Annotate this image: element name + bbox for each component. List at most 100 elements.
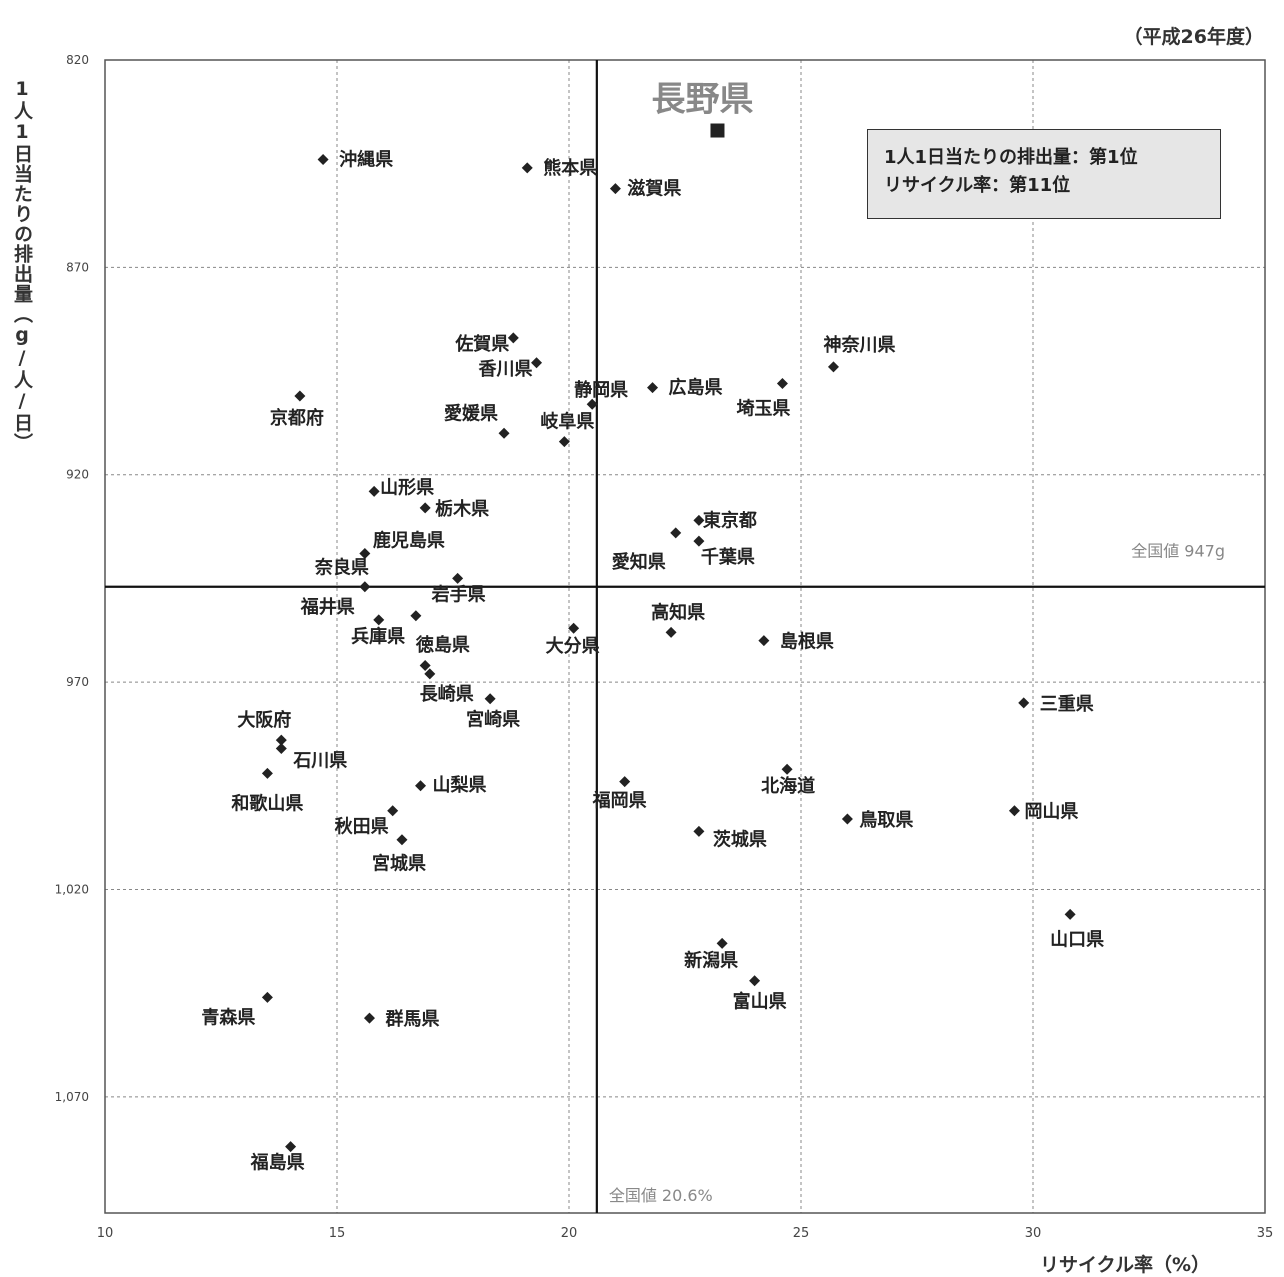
info-box-line-2: リサイクル率：第11位 xyxy=(884,175,1071,196)
point-label: 愛知県 xyxy=(612,551,666,573)
point-label: 香川県 xyxy=(478,359,533,380)
x-tick-label: 25 xyxy=(793,1226,810,1241)
reference-lines: 全国値 20.6% 全国値 947g xyxy=(105,60,1265,1213)
point-label: 青森県 xyxy=(201,1006,255,1028)
point-label: 兵庫県 xyxy=(351,626,405,648)
point-label: 宮崎県 xyxy=(466,709,520,731)
point-label: 奈良県 xyxy=(314,557,369,579)
fiscal-year-label: （平成26年度） xyxy=(1123,26,1264,48)
data-point xyxy=(716,937,728,949)
info-box: 1人1日当たりの排出量：第1位 リサイクル率：第11位 xyxy=(867,129,1221,219)
grid-lines xyxy=(105,60,1265,1213)
plot-frame xyxy=(104,59,1266,1214)
point-label: 福岡県 xyxy=(592,790,647,812)
point-label: 福島県 xyxy=(250,1152,305,1174)
point-label: 秋田県 xyxy=(335,816,389,838)
point-label: 群馬県 xyxy=(385,1008,439,1030)
x-axis-label: リサイクル率（%） xyxy=(1040,1254,1211,1276)
point-label: 東京都 xyxy=(703,509,757,531)
y-tick-label: 920 xyxy=(66,468,89,482)
point-label: 埼玉県 xyxy=(736,398,790,420)
point-label: 山口県 xyxy=(1050,929,1104,950)
data-point xyxy=(665,626,677,638)
point-label: 山梨県 xyxy=(433,774,487,796)
x-tick-label: 35 xyxy=(1257,1226,1274,1241)
point-label: 鳥取県 xyxy=(859,809,913,831)
point-label: 佐賀県 xyxy=(454,333,509,355)
data-point xyxy=(531,357,543,369)
data-point xyxy=(396,834,408,846)
x-tick-label: 20 xyxy=(561,1226,578,1241)
point-label: 富山県 xyxy=(733,991,787,1013)
data-point xyxy=(568,622,580,634)
point-label: 京都府 xyxy=(270,407,324,429)
highlight-label: 長野県 xyxy=(651,80,753,120)
data-point xyxy=(776,378,788,390)
data-point xyxy=(1018,697,1030,709)
point-label: 石川県 xyxy=(292,750,347,771)
data-point xyxy=(285,1141,297,1153)
data-point xyxy=(294,390,306,402)
x-tick-label: 15 xyxy=(329,1226,346,1241)
point-label: 山形県 xyxy=(380,477,434,498)
data-point xyxy=(359,548,371,560)
point-label: 高知県 xyxy=(651,601,705,623)
data-point xyxy=(363,1012,375,1024)
y-tick-label: 1,020 xyxy=(55,882,89,896)
data-point xyxy=(452,572,464,584)
y-tick-label: 1,070 xyxy=(55,1090,89,1104)
point-label: 愛媛県 xyxy=(444,402,498,424)
info-box-line-1: 1人1日当たりの排出量：第1位 xyxy=(884,147,1138,168)
point-label: 福井県 xyxy=(300,596,355,618)
x-tick-label: 10 xyxy=(97,1226,114,1241)
point-label: 和歌山県 xyxy=(231,792,303,814)
point-label: 大阪府 xyxy=(237,709,291,731)
data-point xyxy=(387,805,399,817)
data-point xyxy=(693,514,705,526)
data-point xyxy=(415,780,427,792)
tick-labels: 10 15 20 25 30 35 820 870 920 970 1,020 1,070 xyxy=(55,53,1274,1241)
data-point xyxy=(781,763,793,775)
data-point xyxy=(758,635,770,647)
data-point xyxy=(1064,908,1076,920)
y-tick-label: 970 xyxy=(66,675,89,689)
point-label: 千葉県 xyxy=(701,547,755,568)
data-point xyxy=(693,825,705,837)
data-point xyxy=(261,767,273,779)
data-point xyxy=(261,991,273,1003)
point-label: 宮城県 xyxy=(372,853,426,875)
x-tick-label: 30 xyxy=(1025,1226,1042,1241)
point-label: 栃木県 xyxy=(435,498,489,520)
data-point xyxy=(558,436,570,448)
data-point xyxy=(507,332,519,344)
point-label: 岩手県 xyxy=(431,583,486,605)
highlight-point xyxy=(710,123,725,138)
data-point xyxy=(521,162,533,174)
point-label: 茨城県 xyxy=(713,828,767,850)
point-label: 大分県 xyxy=(546,635,600,657)
data-point xyxy=(419,502,431,514)
data-point xyxy=(749,975,761,987)
point-label: 滋賀県 xyxy=(627,178,681,200)
y-axis-label: 1人1日当たりの排出量（g/人/日） xyxy=(11,78,33,453)
national-recycling-label: 全国値 20.6% xyxy=(609,1186,713,1205)
data-point xyxy=(647,382,659,394)
data-point xyxy=(317,154,329,166)
data-points xyxy=(261,123,1076,1153)
point-label: 三重県 xyxy=(1040,693,1094,715)
point-label: 新潟県 xyxy=(684,949,738,971)
point-label: 長崎県 xyxy=(420,683,474,705)
point-label: 岡山県 xyxy=(1024,802,1078,823)
data-point xyxy=(670,527,682,539)
data-point xyxy=(275,734,287,746)
data-point xyxy=(424,668,436,680)
data-point xyxy=(586,398,598,410)
y-tick-label: 820 xyxy=(66,53,89,67)
point-label: 岐阜県 xyxy=(540,411,594,433)
data-point xyxy=(693,535,705,547)
point-label: 静岡県 xyxy=(574,379,628,401)
point-label: 神奈川県 xyxy=(823,334,895,356)
point-label: 島根県 xyxy=(780,631,834,653)
